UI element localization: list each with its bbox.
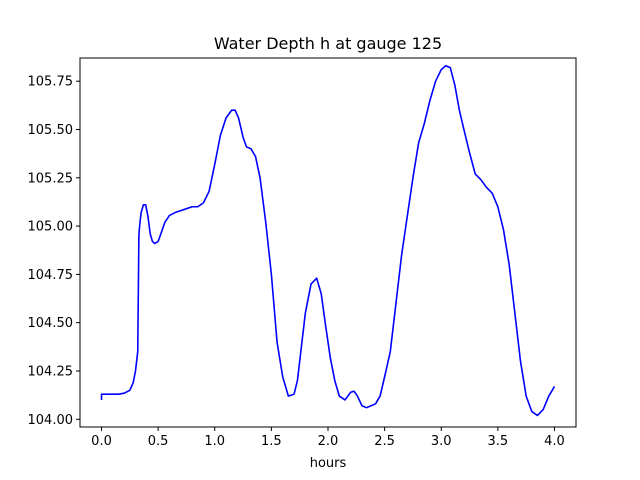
chart-title: Water Depth h at gauge 125 (214, 34, 442, 53)
x-tick-label: 0.5 (148, 434, 169, 449)
series-line-0 (100, 64, 556, 417)
x-axis-label: hours (310, 456, 347, 471)
plot-frame (79, 57, 577, 428)
x-tick-label: 2.5 (374, 434, 395, 449)
x-tick-label: 2.0 (318, 434, 339, 449)
x-tick-label: 4.0 (544, 434, 565, 449)
x-tick-label: 1.0 (204, 434, 225, 449)
y-tick-label: 105.75 (28, 75, 74, 90)
y-tick-label: 104.00 (28, 413, 74, 428)
y-tick-label: 105.00 (28, 220, 74, 235)
x-tick-label: 3.0 (431, 434, 452, 449)
x-tick-label: 0.0 (91, 434, 112, 449)
x-tick-label: 1.5 (261, 434, 282, 449)
y-tick-label: 104.25 (28, 364, 74, 379)
y-tick-label: 105.50 (28, 123, 74, 138)
y-tick-label: 104.50 (28, 316, 74, 331)
x-axis-ticks: 0.0 0.5 1.0 1.5 2.0 2.5 3.0 3.5 4.0 (91, 427, 565, 449)
plot-area (100, 64, 556, 417)
y-axis-ticks: 104.00 104.25 104.50 104.75 105.00 105.25 105.… (28, 75, 80, 428)
y-tick-label: 105.25 (28, 171, 74, 186)
y-tick-label: 104.75 (28, 268, 74, 283)
x-tick-label: 3.5 (488, 434, 509, 449)
